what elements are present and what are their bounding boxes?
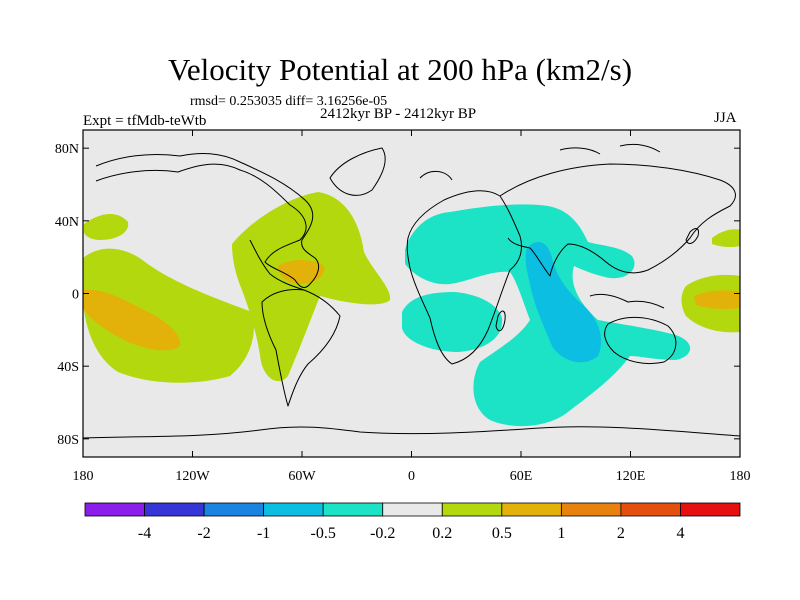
madagascar-coast (495, 310, 506, 332)
colorbar-swatch (560, 502, 622, 517)
colorbar-swatch (144, 502, 205, 517)
positive-mid-regions (83, 260, 740, 351)
caribbean-mid (278, 260, 325, 284)
north-atlantic-positive (84, 213, 129, 240)
map-title: Velocity Potential at 200 hPa (km2/s) (167, 52, 633, 87)
lon-label: 180 (730, 469, 751, 484)
lon-label: 120W (175, 469, 210, 484)
colorbar-swatch (680, 502, 741, 517)
colorbar-swatch (441, 502, 503, 517)
north-america-coast (95, 153, 320, 288)
colorbar-label: -2 (197, 525, 210, 542)
europe-africa-coast (406, 190, 523, 365)
atlantic-positive (232, 192, 391, 382)
lon-label: 60W (288, 469, 316, 484)
pacific-west-mid (83, 289, 181, 351)
colorbar-label: -4 (138, 525, 151, 542)
central-america-coast (249, 239, 305, 291)
japan-coast (685, 228, 699, 244)
lat-label: 80N (55, 142, 79, 157)
colorbar-label: -1 (257, 525, 270, 542)
season-label: JJA (714, 110, 737, 126)
arctic-islands-coast (419, 143, 661, 181)
dateline-positive-east (712, 229, 740, 248)
south-america-coast (261, 289, 341, 407)
lat-label: 40N (55, 215, 79, 230)
colorbar-swatch (263, 502, 324, 517)
asia-coast (499, 163, 736, 277)
indian-ocean-negative-mid (525, 242, 602, 363)
colorbar-swatch (382, 502, 443, 517)
east-pacific-mid (694, 290, 740, 309)
lat-label: 40S (57, 360, 79, 375)
antarctica-coast (83, 426, 740, 439)
indonesia-coast (589, 293, 665, 309)
lon-label: 0 (408, 469, 415, 484)
lon-label: 120E (616, 469, 646, 484)
colorbar-label: 1 (557, 525, 565, 542)
lat-label: 80S (57, 433, 79, 448)
colorbar-label: 0.5 (492, 525, 512, 542)
greenland-coast (329, 147, 386, 196)
experiment-label: Expt = tfMdb-teWtb (83, 113, 207, 129)
colorbar-swatch (501, 502, 562, 517)
colorbar-swatch (203, 502, 265, 517)
colorbar-swatch (620, 502, 681, 517)
south-atlantic-negative (402, 292, 503, 352)
colorbar-label: 4 (676, 525, 684, 542)
pacific-west-positive (83, 248, 254, 383)
longitude-axis: 180 120W 60W 0 60E 120E 180 (73, 130, 751, 484)
coastlines (83, 143, 740, 439)
colorbar-label: 2 (617, 525, 625, 542)
stats-line: rmsd= 0.253035 diff= 3.16256e-05 (190, 94, 388, 109)
colorbar-swatch (84, 502, 145, 517)
colorbar-label: -0.5 (311, 525, 336, 542)
period-label: 2412kyr BP - 2412kyr BP (320, 106, 477, 122)
lon-label: 180 (73, 469, 94, 484)
colorbar: -4 -2 -1 -0.5 -0.2 0.2 0.5 1 2 4 (84, 502, 741, 542)
map-plot-area (83, 130, 740, 457)
colorbar-swatch (322, 502, 384, 517)
colorbar-label: -0.2 (370, 525, 395, 542)
colorbar-label: 0.2 (432, 525, 452, 542)
latitude-axis: 80N 40N 0 40S 80S (55, 142, 740, 448)
australia-coast (604, 316, 677, 365)
positive-anomaly-regions (83, 192, 740, 383)
lon-label: 60E (510, 469, 533, 484)
lat-label: 0 (72, 288, 79, 303)
negative-mid-regions (525, 242, 602, 363)
